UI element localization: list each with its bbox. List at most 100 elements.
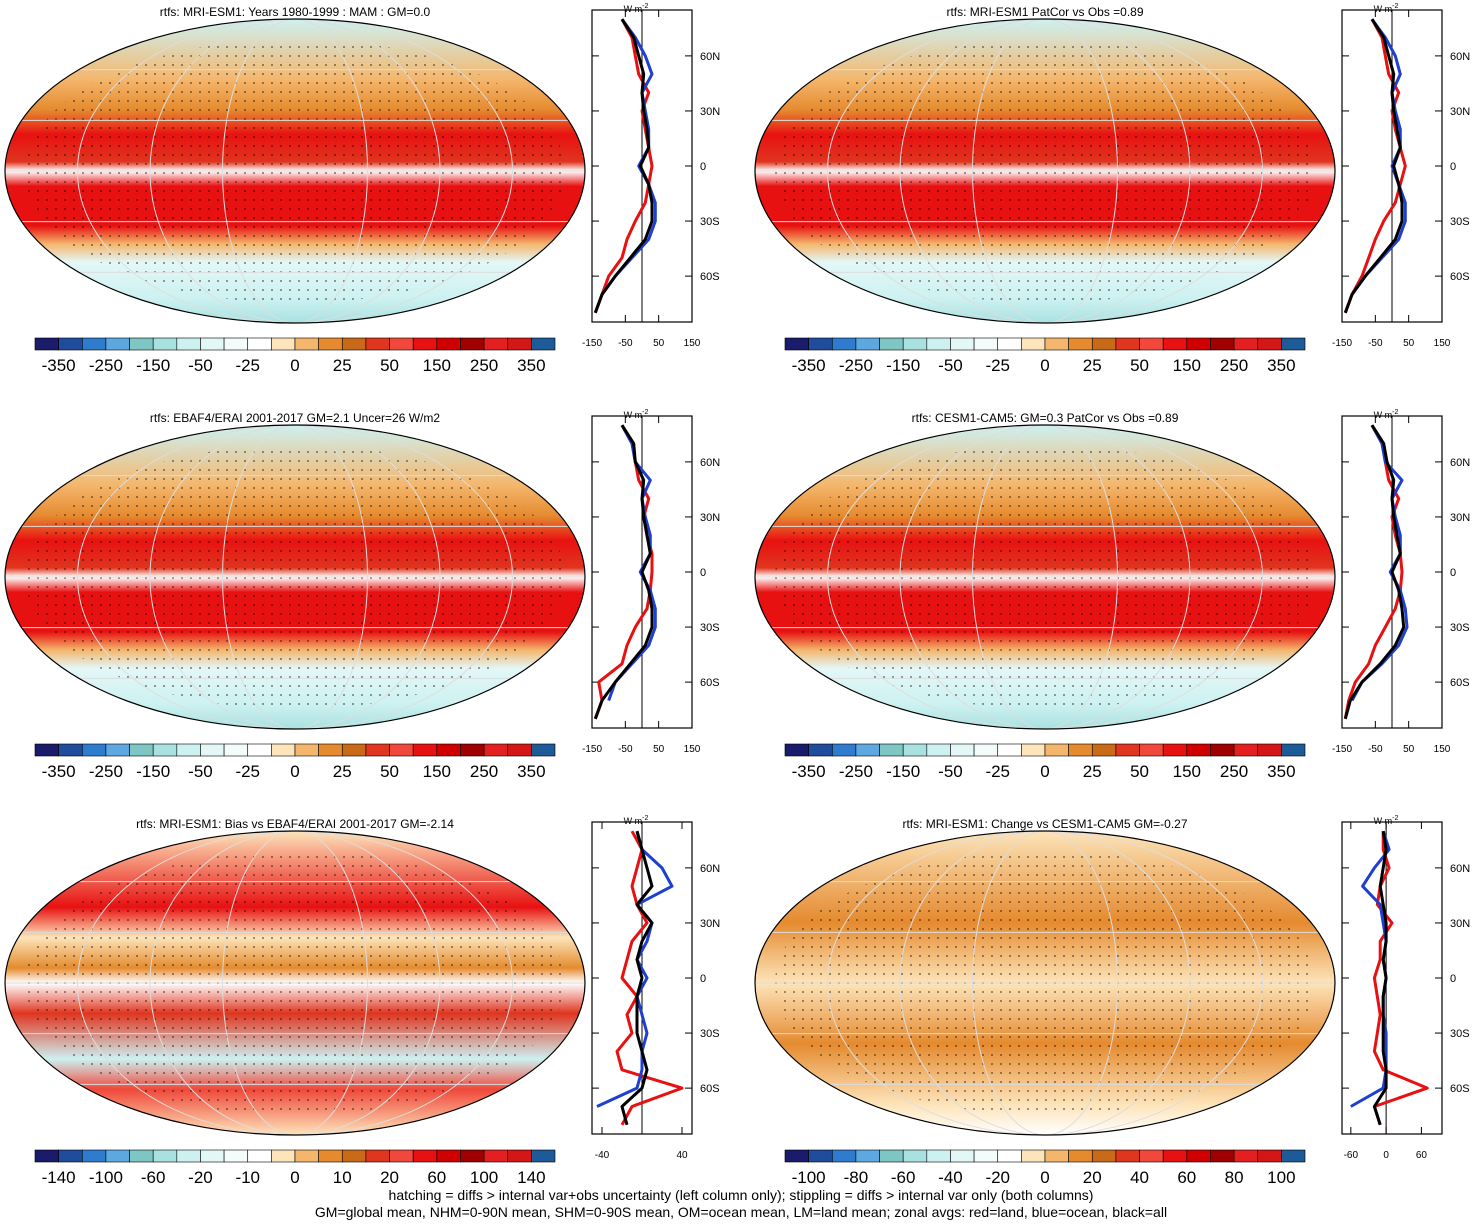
y-tick-label: 30S — [700, 1028, 720, 1040]
unit-text: W m — [1374, 816, 1393, 826]
zonal-line — [1372, 831, 1429, 1126]
colorbar-label: 0 — [1040, 1168, 1049, 1187]
unit-label: W m-2 — [1374, 3, 1399, 14]
colorbar-swatch — [1186, 1149, 1211, 1163]
x-tick-label: 150 — [684, 338, 701, 349]
colorbar-label: -250 — [839, 762, 873, 781]
unit-text: W m — [1374, 4, 1393, 14]
y-tick-label: 0 — [700, 567, 706, 579]
panel-title: rtfs: MRI-ESM1: Bias vs EBAF4/ERAI 2001-… — [136, 817, 454, 831]
colorbar-swatch — [389, 1149, 414, 1163]
colorbar-swatch — [247, 743, 272, 757]
colorbar-swatch — [879, 337, 904, 351]
colorbar-swatch — [365, 337, 390, 351]
colorbar-swatch — [507, 337, 532, 351]
colorbar-swatch — [831, 1149, 857, 1163]
colorbar-swatch — [1044, 743, 1069, 757]
colorbar-label: -150 — [886, 356, 920, 375]
colorbar-swatch — [855, 1149, 880, 1163]
colorbar-swatch — [223, 743, 249, 757]
zonal-line — [600, 18, 657, 296]
colorbar-swatch — [997, 337, 1022, 351]
colorbar-swatch — [1091, 1149, 1117, 1163]
y-tick-label: 30N — [700, 106, 720, 118]
colorbar-label: 25 — [1083, 356, 1102, 375]
colorbar-swatch — [1257, 743, 1282, 757]
colorbar-swatch — [34, 1149, 59, 1163]
colorbar-swatch — [902, 1149, 928, 1163]
colorbar-label: -40 — [938, 1168, 963, 1187]
colorbar-label: 50 — [1130, 762, 1149, 781]
y-tick-label: 60S — [700, 677, 720, 689]
colorbar-label: 20 — [380, 1168, 399, 1187]
colorbar-swatch — [1281, 1149, 1306, 1163]
x-tick-label: -50 — [618, 338, 633, 349]
colorbar-swatch — [1021, 743, 1046, 757]
colorbar-label: -80 — [844, 1168, 869, 1187]
y-tick-label: 0 — [1450, 161, 1456, 173]
y-tick-label: 30S — [1450, 1028, 1470, 1040]
colorbar-swatch — [973, 1149, 999, 1163]
colorbar-swatch — [483, 337, 509, 351]
x-tick-label: 150 — [1434, 744, 1451, 755]
colorbar-label: 20 — [1083, 1168, 1102, 1187]
zonal-line — [593, 18, 654, 314]
colorbar-label: -50 — [188, 356, 213, 375]
colorbar-label: -25 — [985, 356, 1010, 375]
zonal-line — [620, 830, 654, 1126]
colorbar-swatch — [294, 743, 319, 757]
colorbar-label: 140 — [517, 1168, 545, 1187]
colorbar-swatch — [318, 337, 343, 351]
colorbar-label: -20 — [985, 1168, 1010, 1187]
panel-title: rtfs: MRI-ESM1 PatCor vs Obs =0.89 — [946, 5, 1143, 19]
map-border — [754, 830, 1336, 1136]
colorbar-swatch — [531, 743, 556, 757]
y-tick-label: 30N — [1450, 106, 1470, 118]
colorbar-swatch — [247, 1149, 272, 1163]
colorbar-swatch — [294, 1149, 319, 1163]
colorbar-swatch — [105, 743, 130, 757]
unit-label: W m-2 — [1374, 815, 1399, 826]
colorbar-swatch — [926, 337, 951, 351]
colorbar-label: 10 — [333, 1168, 352, 1187]
unit-sup: -2 — [642, 815, 648, 822]
colorbar-swatch — [997, 1149, 1022, 1163]
colorbar-swatch — [389, 337, 414, 351]
colorbar-label: -25 — [985, 762, 1010, 781]
y-tick-label: 30S — [700, 622, 720, 634]
colorbar-swatch — [1210, 743, 1235, 757]
colorbar-swatch — [1210, 337, 1235, 351]
map-border — [4, 424, 586, 730]
colorbar-swatch — [271, 743, 296, 757]
colorbar-swatch — [129, 743, 154, 757]
colorbar-swatch — [341, 743, 367, 757]
colorbar-swatch — [176, 1149, 201, 1163]
colorbar-swatch — [460, 1149, 485, 1163]
colorbar-swatch — [58, 337, 83, 351]
colorbar-swatch — [902, 743, 928, 757]
colorbar-label: 150 — [1173, 762, 1201, 781]
colorbar-swatch — [412, 337, 438, 351]
footer-note: hatching = diffs > internal var+obs unce… — [389, 1187, 1094, 1203]
colorbar-swatch — [507, 1149, 532, 1163]
colorbar-label: 40 — [1130, 1168, 1149, 1187]
colorbar-swatch — [1162, 337, 1188, 351]
panel-title: rtfs: EBAF4/ERAI 2001-2017 GM=2.1 Uncer=… — [150, 411, 440, 425]
colorbar-swatch — [855, 743, 880, 757]
x-tick-label: -50 — [1368, 338, 1383, 349]
colorbar-swatch — [997, 743, 1022, 757]
unit-label: W m-2 — [624, 3, 649, 14]
map-border — [754, 424, 1336, 730]
colorbar-swatch — [926, 743, 951, 757]
colorbar-swatch — [200, 1149, 225, 1163]
y-tick-label: 60S — [700, 1083, 720, 1095]
colorbar-swatch — [365, 743, 390, 757]
colorbar-label: -10 — [235, 1168, 260, 1187]
colorbar-swatch — [483, 743, 509, 757]
zonal-line — [1343, 18, 1407, 314]
colorbar-label: 350 — [1267, 762, 1295, 781]
colorbar-swatch — [507, 743, 532, 757]
y-tick-label: 60S — [1450, 271, 1470, 283]
colorbar-label: -60 — [141, 1168, 166, 1187]
